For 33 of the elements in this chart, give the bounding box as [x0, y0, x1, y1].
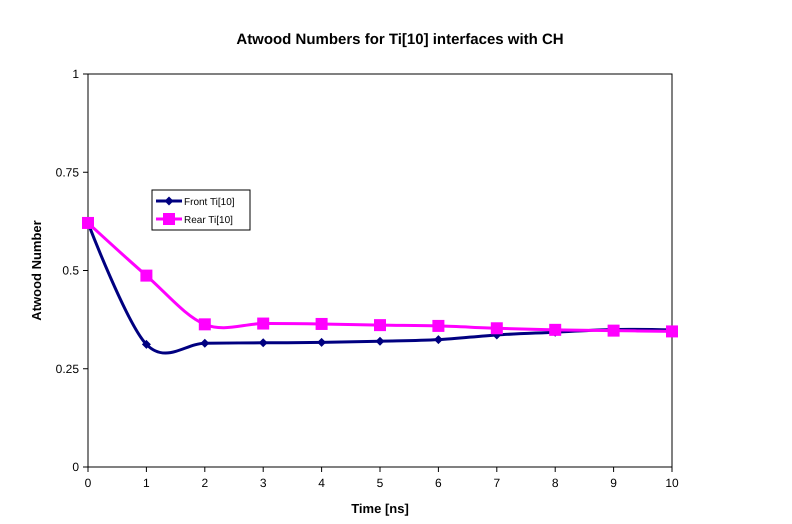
point	[142, 340, 151, 349]
point	[374, 319, 386, 332]
x-tick-label: 4	[318, 476, 326, 490]
point	[432, 320, 444, 332]
y-tick-label: 0	[72, 460, 80, 474]
x-tick-label: 2	[201, 476, 208, 490]
x-tick-label: 6	[435, 476, 442, 490]
point	[608, 324, 620, 337]
x-tick-label: 8	[552, 476, 559, 490]
point	[140, 270, 152, 282]
legend-label: Rear Ti[10]	[184, 215, 234, 226]
x-tick-label: 9	[610, 476, 618, 490]
x-axis-title: Time [ns]	[351, 501, 409, 516]
point	[316, 318, 328, 330]
point	[666, 325, 678, 338]
point	[198, 318, 211, 330]
point	[549, 324, 562, 336]
y-axis-title: Atwood Number	[29, 220, 44, 321]
point	[376, 336, 384, 346]
x-tick-label: 7	[493, 476, 500, 490]
y-tick-label: 1	[72, 67, 80, 81]
x-tick-label: 5	[376, 476, 384, 490]
point	[490, 322, 503, 334]
x-tick-label: 0	[84, 476, 92, 490]
point	[257, 318, 270, 330]
y-tick-label: 0.5	[62, 264, 80, 278]
x-tick-label: 3	[260, 476, 267, 490]
x-tick-label: 10	[665, 476, 679, 490]
chart-title: Atwood Numbers for Ti[10] interfaces with CH	[236, 31, 564, 48]
y-tick-label: 0.25	[56, 362, 80, 376]
y-tick-label: 0.75	[56, 165, 80, 180]
legend-label: Front Ti[10]	[184, 197, 235, 208]
x-tick-label: 1	[143, 476, 150, 490]
